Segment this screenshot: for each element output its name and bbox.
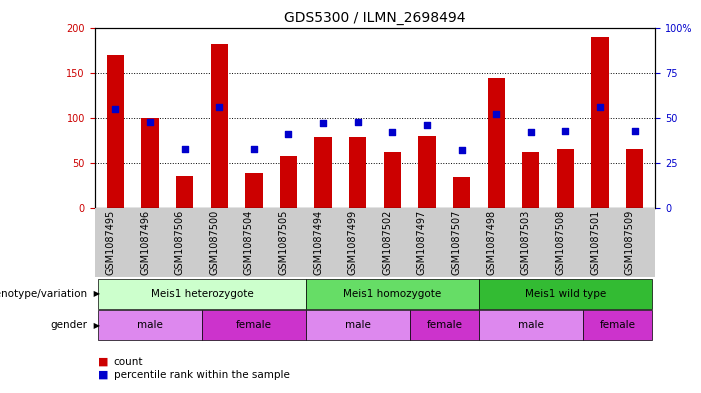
Point [283, 131, 294, 137]
Text: male: male [345, 320, 371, 330]
Bar [245, 173, 263, 208]
Text: Meis1 heterozygote: Meis1 heterozygote [151, 289, 253, 299]
Point [352, 118, 363, 125]
Bar [349, 137, 367, 208]
Text: GSM1087502: GSM1087502 [382, 210, 393, 275]
Text: GSM1087508: GSM1087508 [555, 210, 566, 275]
Text: ▶: ▶ [91, 289, 100, 298]
Point [387, 129, 398, 136]
Point [144, 118, 156, 125]
Bar [383, 152, 401, 208]
Text: genotype/variation: genotype/variation [0, 289, 88, 299]
Point [318, 120, 329, 127]
Text: female: female [236, 320, 272, 330]
Bar [142, 118, 158, 208]
Text: percentile rank within the sample: percentile rank within the sample [114, 369, 290, 380]
Bar [176, 176, 193, 208]
Point [594, 104, 606, 110]
Text: ▶: ▶ [91, 321, 100, 330]
Bar [592, 37, 608, 208]
Text: GSM1087498: GSM1087498 [486, 210, 496, 275]
Text: GSM1087499: GSM1087499 [348, 210, 358, 275]
Text: GSM1087503: GSM1087503 [521, 210, 531, 275]
Point [491, 111, 502, 118]
Text: ■: ■ [98, 356, 109, 367]
Text: GSM1087506: GSM1087506 [175, 210, 184, 275]
Text: GSM1087500: GSM1087500 [210, 210, 219, 275]
Point [560, 127, 571, 134]
Point [214, 104, 225, 110]
Bar [626, 149, 644, 208]
Text: GSM1087496: GSM1087496 [140, 210, 150, 275]
Bar [522, 152, 540, 208]
Text: GSM1087505: GSM1087505 [278, 210, 289, 275]
Text: gender: gender [50, 320, 88, 330]
Point [110, 106, 121, 112]
Point [456, 147, 467, 154]
Text: female: female [426, 320, 462, 330]
Text: male: male [518, 320, 544, 330]
Text: GSM1087495: GSM1087495 [105, 210, 116, 275]
Bar [107, 55, 124, 208]
Text: GSM1087507: GSM1087507 [451, 210, 461, 275]
Text: male: male [137, 320, 163, 330]
Point [525, 129, 536, 136]
Text: GSM1087504: GSM1087504 [244, 210, 254, 275]
Text: GSM1087494: GSM1087494 [313, 210, 323, 275]
Point [179, 145, 190, 152]
Bar [487, 78, 505, 208]
Text: Meis1 homozygote: Meis1 homozygote [343, 289, 442, 299]
Bar [453, 177, 470, 208]
Point [248, 145, 259, 152]
Point [629, 127, 640, 134]
Text: female: female [599, 320, 635, 330]
Text: ■: ■ [98, 369, 109, 380]
Text: Meis1 wild type: Meis1 wild type [525, 289, 606, 299]
Text: count: count [114, 356, 143, 367]
Point [421, 122, 433, 128]
Bar [418, 136, 435, 208]
Title: GDS5300 / ILMN_2698494: GDS5300 / ILMN_2698494 [285, 11, 465, 25]
Bar [557, 149, 574, 208]
Text: GSM1087497: GSM1087497 [417, 210, 427, 275]
Text: GSM1087509: GSM1087509 [625, 210, 634, 275]
Text: GSM1087501: GSM1087501 [590, 210, 600, 275]
Bar [315, 137, 332, 208]
Bar [280, 156, 297, 208]
Bar [210, 44, 228, 208]
